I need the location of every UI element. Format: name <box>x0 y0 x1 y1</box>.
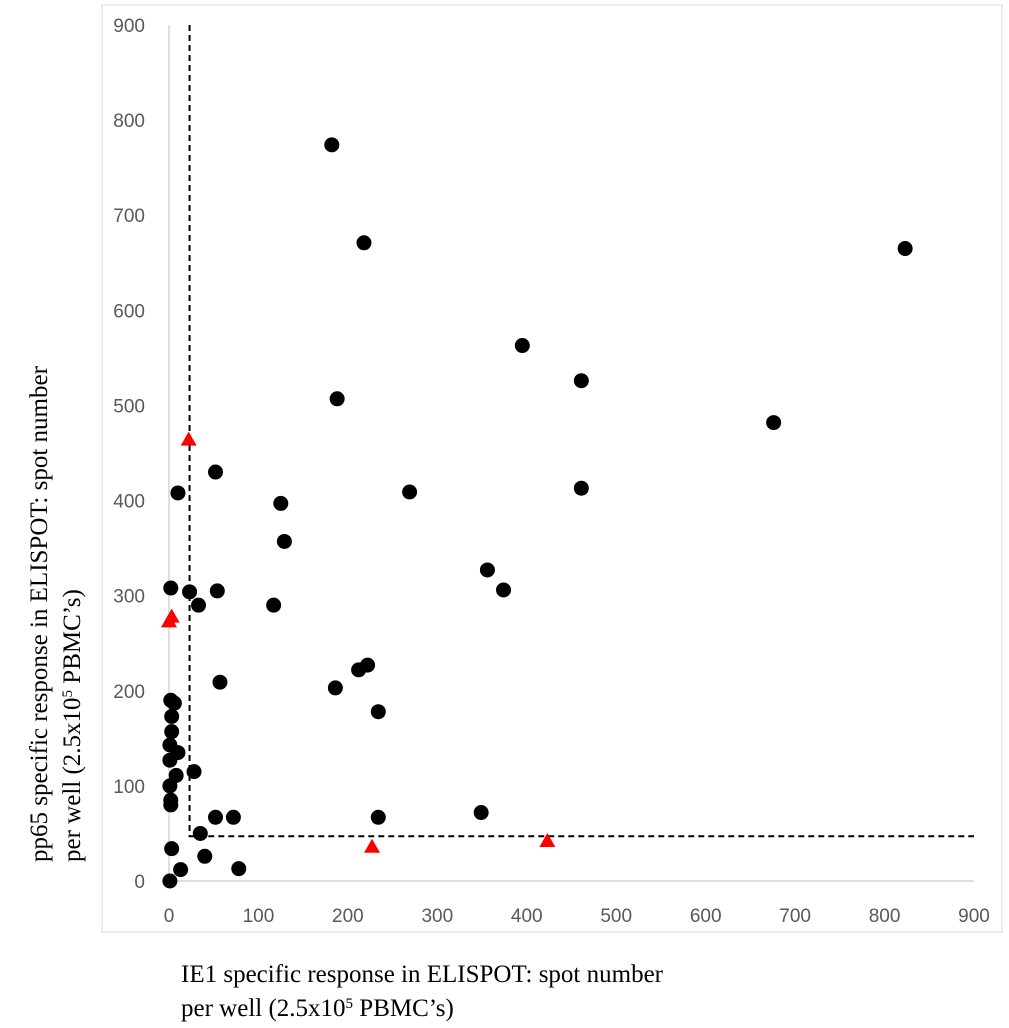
triangle-point <box>364 838 381 853</box>
y-tick-label: 600 <box>113 301 145 322</box>
circle-point <box>473 805 489 821</box>
x-tick-label: 800 <box>869 906 901 927</box>
circle-point <box>225 809 241 825</box>
triangle-point <box>161 613 177 628</box>
circle-point <box>173 862 189 878</box>
circle-point <box>162 737 178 753</box>
x-tick-label: 700 <box>779 906 811 927</box>
x-tick-labels: 0 100 200 300 400 500 600 700 800 900 <box>164 906 990 927</box>
x-tick-label: 100 <box>243 906 275 927</box>
triangle-point <box>539 833 556 848</box>
x-tick-label: 600 <box>690 906 722 927</box>
circle-point <box>479 562 495 578</box>
y-tick-label: 300 <box>113 587 145 608</box>
circle-point <box>573 373 589 389</box>
y-tick-label: 700 <box>113 206 145 227</box>
circle-point <box>208 809 224 825</box>
y-tick-label: 200 <box>113 682 145 703</box>
x-tick-label: 0 <box>164 906 175 927</box>
y-tick-label: 100 <box>113 777 145 798</box>
circle-point <box>370 809 386 825</box>
circle-point <box>766 415 782 431</box>
y-tick-labels: 0 100 200 300 400 500 600 700 800 900 <box>113 16 145 893</box>
y-axis-title-sup: 5 <box>60 690 76 698</box>
y-axis-title: pp65 specific response in ELISPOT: spot … <box>26 365 86 862</box>
circle-point <box>162 873 178 889</box>
y-axis-title-line1: pp65 specific response in ELISPOT: spot … <box>26 365 53 862</box>
circle-point <box>496 582 512 598</box>
circle-point <box>266 597 282 613</box>
circle-point <box>273 495 289 511</box>
circle-point <box>162 752 178 768</box>
circle-point <box>276 533 292 549</box>
threshold-lines <box>188 25 974 838</box>
x-axis-title-line2: per well (2.5x105 PBMC’s) <box>181 995 454 1022</box>
x-axis-title-suffix: PBMC’s) <box>353 995 454 1022</box>
y-tick-label: 800 <box>113 111 145 132</box>
circle-point <box>329 391 345 407</box>
x-tick-label: 500 <box>600 906 632 927</box>
circle-point <box>170 485 186 501</box>
circle-point <box>327 680 343 696</box>
y-axis-title-prefix: per well (2.5x10 <box>59 697 86 862</box>
y-tick-label: 500 <box>113 396 145 417</box>
circle-point <box>360 657 376 673</box>
x-axis-title-sup: 5 <box>346 996 354 1012</box>
circle-point <box>231 861 247 877</box>
x-tick-label: 300 <box>421 906 453 927</box>
triangle-point <box>180 431 197 446</box>
circle-point <box>324 137 340 153</box>
circle-point <box>164 708 180 724</box>
y-tick-label: 0 <box>134 872 145 893</box>
x-axis-title-line1: IE1 specific response in ELISPOT: spot n… <box>181 961 664 988</box>
circle-point <box>162 778 178 794</box>
circle-point <box>402 484 418 500</box>
circle-point <box>209 583 225 599</box>
y-axis-title-suffix: PBMC’s) <box>59 589 86 690</box>
circle-point <box>356 235 372 251</box>
circle-point <box>192 825 208 841</box>
circle-point <box>897 241 913 257</box>
circle-point <box>166 695 182 711</box>
y-axis-title-line2: per well (2.5x105 PBMC’s) <box>59 589 86 862</box>
circle-point <box>370 704 386 720</box>
circle-point <box>186 764 202 780</box>
circle-point <box>182 584 198 600</box>
x-tick-label: 400 <box>511 906 543 927</box>
x-tick-label: 900 <box>958 906 990 927</box>
circle-point <box>163 797 179 813</box>
circle-point <box>163 580 179 596</box>
circle-point <box>212 674 228 690</box>
circle-point <box>208 464 224 480</box>
x-tick-label: 200 <box>332 906 364 927</box>
data-points <box>161 137 913 889</box>
circle-point <box>573 480 589 496</box>
y-tick-label: 900 <box>113 16 145 37</box>
circle-point <box>514 338 530 354</box>
y-tick-label: 400 <box>113 492 145 513</box>
chart-frame <box>101 4 1003 933</box>
circle-point <box>164 724 180 740</box>
circle-point <box>191 597 207 613</box>
x-axis-title-prefix: per well (2.5x10 <box>181 995 346 1022</box>
circle-point <box>197 848 213 864</box>
circle-point <box>164 841 180 857</box>
